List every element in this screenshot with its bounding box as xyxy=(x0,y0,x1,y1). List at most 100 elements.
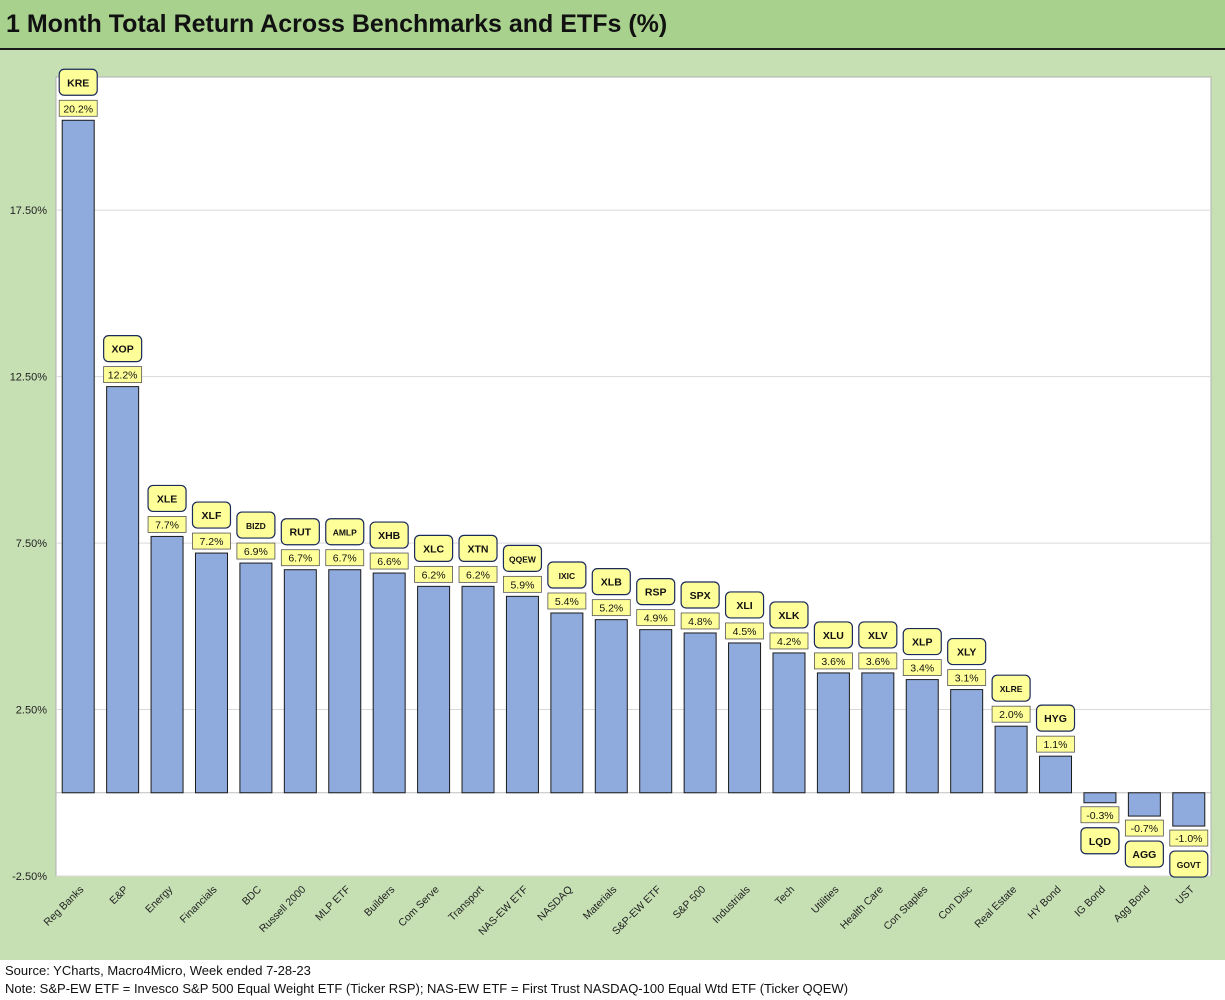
ticker-label-text: AMLP xyxy=(333,528,357,538)
data-label-text: 4.5% xyxy=(733,626,757,638)
x-tick-label: Real Estate xyxy=(972,884,1019,931)
ticker-label: XLE xyxy=(147,484,187,513)
title-bar: 1 Month Total Return Across Benchmarks a… xyxy=(0,0,1225,50)
bar xyxy=(639,629,673,794)
ticker-label-text: IXIC xyxy=(559,571,576,581)
x-tick-label: Agg Bond xyxy=(1111,884,1152,925)
ticker-label-box xyxy=(902,627,942,656)
data-label-box xyxy=(325,549,365,567)
data-label: -1.0% xyxy=(1169,829,1209,847)
data-label-box xyxy=(147,516,187,533)
data-label-text: 1.1% xyxy=(1044,739,1068,751)
data-label: 6.7% xyxy=(325,549,365,567)
bar xyxy=(994,725,1028,794)
x-tick-label: BDC xyxy=(240,883,264,907)
data-label: 6.2% xyxy=(414,565,453,583)
ticker-label: XLY xyxy=(947,637,987,666)
data-label-box xyxy=(503,575,542,593)
data-label: 5.2% xyxy=(591,599,631,617)
ticker-label: XLB xyxy=(591,568,631,596)
ticker-label-text: SPX xyxy=(690,590,711,602)
data-label-box xyxy=(858,652,898,670)
data-label-text: -1.0% xyxy=(1175,833,1202,845)
ticker-label-box xyxy=(236,511,276,539)
data-label-box xyxy=(1080,806,1120,824)
data-label-text: 7.2% xyxy=(200,536,224,548)
ticker-label: RSP xyxy=(636,578,676,606)
ticker-label-text: LQD xyxy=(1089,836,1112,848)
ticker-label-text: XHB xyxy=(378,530,401,542)
data-label-text: 3.1% xyxy=(955,673,979,685)
x-tick-label: S&P 500 xyxy=(671,884,709,922)
bar xyxy=(950,689,984,794)
bar xyxy=(550,612,584,794)
data-label: 4.2% xyxy=(769,632,809,650)
ticker-label-text: XLI xyxy=(736,600,752,612)
bar xyxy=(505,595,539,794)
x-tick-label: Financials xyxy=(178,884,220,926)
x-tick-label: Utilities xyxy=(809,884,841,916)
data-label-box xyxy=(991,705,1031,723)
data-label-text: 5.2% xyxy=(599,603,623,615)
bar xyxy=(1083,792,1117,804)
ticker-label: XLV xyxy=(858,621,898,649)
data-label-box xyxy=(547,592,587,610)
bar xyxy=(328,569,362,794)
data-label: 3.6% xyxy=(814,652,853,670)
ticker-label: AMLP xyxy=(325,518,365,546)
ticker-label-box xyxy=(1080,827,1120,855)
ticker-label: XLRE xyxy=(991,674,1031,702)
data-label-box xyxy=(458,565,498,583)
data-label-box xyxy=(58,99,98,117)
x-tick-label: Industrials xyxy=(710,884,752,926)
data-label: 6.2% xyxy=(458,565,498,583)
data-label-box xyxy=(414,565,453,583)
source-note: Source: YCharts, Macro4Micro, Week ended… xyxy=(5,963,311,978)
data-label-text: 4.2% xyxy=(777,636,801,648)
ticker-label: AGG xyxy=(1124,840,1164,868)
bar xyxy=(1172,792,1206,827)
bar xyxy=(417,585,451,794)
x-tick-label: Health Care xyxy=(838,884,886,932)
data-label-text: 12.2% xyxy=(108,370,138,382)
ticker-label-box xyxy=(724,591,765,619)
ticker-label-box xyxy=(191,501,232,529)
ticker-label-text: RUT xyxy=(290,527,312,539)
data-label-box xyxy=(947,669,987,686)
ticker-label-box xyxy=(591,568,631,596)
ticker-label-text: XLP xyxy=(912,637,932,649)
bar xyxy=(239,562,273,794)
x-tick-label: Energy xyxy=(143,883,176,916)
data-label-text: 5.9% xyxy=(510,579,534,591)
bar xyxy=(1039,755,1073,794)
data-label: 3.6% xyxy=(858,652,898,670)
data-label: 7.2% xyxy=(192,532,231,550)
data-label-box xyxy=(192,532,231,550)
ticker-label-box xyxy=(769,601,809,629)
ticker-label-box xyxy=(636,578,676,606)
x-tick-label: Com Serve xyxy=(396,884,442,930)
ticker-label: XLC xyxy=(413,534,454,562)
ticker-label: BIZD xyxy=(236,511,276,539)
x-tick-label: UST xyxy=(1174,883,1198,907)
ticker-label-box xyxy=(413,534,454,562)
definition-note: Note: S&P-EW ETF = Invesco S&P 500 Equal… xyxy=(5,981,849,996)
bar xyxy=(772,652,806,794)
data-label-text: 7.7% xyxy=(155,519,179,531)
ticker-label-text: HYG xyxy=(1044,713,1067,725)
y-tick-label: 17.50% xyxy=(10,205,48,217)
x-tick-label: NASDAQ xyxy=(535,884,575,924)
x-tick-label: IG Bond xyxy=(1072,884,1108,920)
bar-chart: -2.50% 2.50% 7.50% 12.50% 17.50% 20.2% KRE Reg … xyxy=(10,68,1212,938)
y-tick-label: 7.50% xyxy=(16,538,47,550)
ticker-label: XTN xyxy=(458,534,498,562)
plot-area xyxy=(55,76,1212,877)
data-label-box xyxy=(369,552,409,570)
data-label-text: 3.6% xyxy=(866,656,890,668)
data-label-text: 4.8% xyxy=(688,616,712,628)
data-label-text: 3.6% xyxy=(821,656,845,668)
ticker-label-text: XLE xyxy=(157,493,177,505)
ticker-label-text: QQEW xyxy=(509,554,537,564)
ticker-label-box xyxy=(991,674,1031,702)
data-label: 12.2% xyxy=(103,366,143,384)
